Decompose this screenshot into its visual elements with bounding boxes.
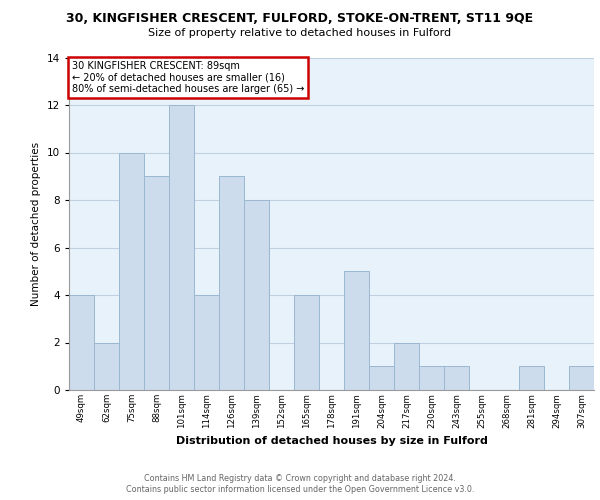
Bar (444, 366, 469, 390)
Bar (394, 342, 419, 390)
Bar (419, 366, 444, 390)
Bar (94, 342, 119, 390)
X-axis label: Distribution of detached houses by size in Fulford: Distribution of detached houses by size … (176, 436, 487, 446)
Text: Size of property relative to detached houses in Fulford: Size of property relative to detached ho… (148, 28, 452, 38)
Bar (69, 295, 94, 390)
Bar (119, 152, 144, 390)
Text: 30 KINGFISHER CRESCENT: 89sqm
← 20% of detached houses are smaller (16)
80% of s: 30 KINGFISHER CRESCENT: 89sqm ← 20% of d… (71, 61, 304, 94)
Text: 30, KINGFISHER CRESCENT, FULFORD, STOKE-ON-TRENT, ST11 9QE: 30, KINGFISHER CRESCENT, FULFORD, STOKE-… (67, 12, 533, 26)
Y-axis label: Number of detached properties: Number of detached properties (31, 142, 41, 306)
Bar (244, 200, 269, 390)
Bar (169, 105, 194, 390)
Bar (344, 271, 369, 390)
Bar (194, 295, 219, 390)
Bar (519, 366, 544, 390)
Text: Contains HM Land Registry data © Crown copyright and database right 2024.
Contai: Contains HM Land Registry data © Crown c… (126, 474, 474, 494)
Bar (144, 176, 169, 390)
Bar (369, 366, 394, 390)
Bar (569, 366, 594, 390)
Bar (219, 176, 244, 390)
Bar (294, 295, 319, 390)
